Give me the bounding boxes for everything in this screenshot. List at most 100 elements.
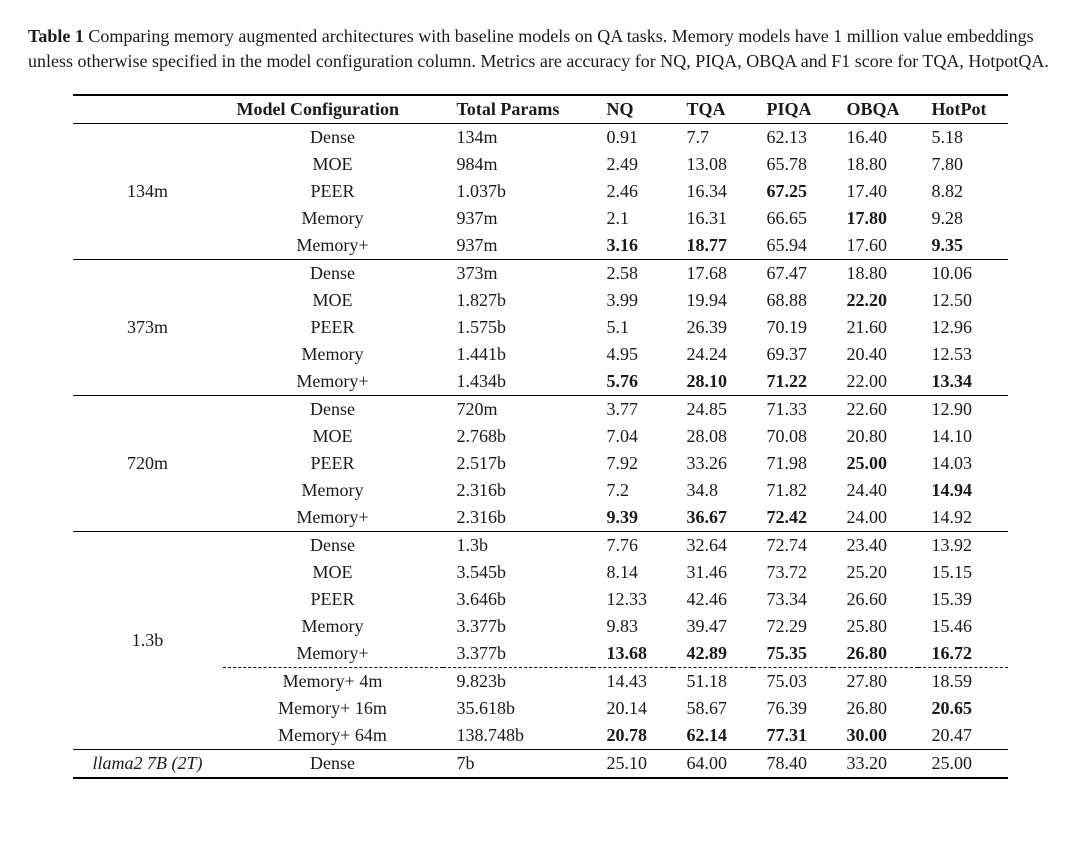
- cell-hotpot: 13.92: [918, 532, 1008, 560]
- cell-tqa: 62.14: [673, 722, 753, 750]
- cell-config: Dense: [223, 396, 443, 424]
- cell-hotpot: 7.80: [918, 151, 1008, 178]
- cell-piqa: 73.72: [753, 559, 833, 586]
- cell-hotpot: 8.82: [918, 178, 1008, 205]
- cell-config: Memory+: [223, 368, 443, 396]
- cell-config: Dense: [223, 532, 443, 560]
- cell-piqa: 76.39: [753, 695, 833, 722]
- cell-obqa: 30.00: [833, 722, 918, 750]
- cell-piqa: 73.34: [753, 586, 833, 613]
- cell-params: 1.827b: [443, 287, 593, 314]
- cell-hotpot: 12.53: [918, 341, 1008, 368]
- cell-params: 2.517b: [443, 450, 593, 477]
- cell-obqa: 22.00: [833, 368, 918, 396]
- table-row: 134mDense134m0.917.762.1316.405.18: [73, 124, 1008, 152]
- cell-params: 9.823b: [443, 668, 593, 696]
- cell-obqa: 17.80: [833, 205, 918, 232]
- cell-params: 35.618b: [443, 695, 593, 722]
- cell-config: MOE: [223, 423, 443, 450]
- cell-piqa: 69.37: [753, 341, 833, 368]
- cell-hotpot: 20.47: [918, 722, 1008, 750]
- cell-params: 984m: [443, 151, 593, 178]
- caption-memory-word: Memory: [672, 26, 734, 46]
- group-label: 373m: [73, 260, 223, 396]
- cell-config: MOE: [223, 151, 443, 178]
- cell-params: 373m: [443, 260, 593, 288]
- cell-nq: 5.76: [593, 368, 673, 396]
- cell-piqa: 77.31: [753, 722, 833, 750]
- cell-obqa: 22.60: [833, 396, 918, 424]
- cell-hotpot: 9.28: [918, 205, 1008, 232]
- cell-hotpot: 25.00: [918, 750, 1008, 779]
- cell-piqa: 71.22: [753, 368, 833, 396]
- cell-hotpot: 20.65: [918, 695, 1008, 722]
- cell-config: Memory+: [223, 232, 443, 260]
- table-body: 134mDense134m0.917.762.1316.405.18MOE984…: [73, 124, 1008, 779]
- cell-params: 3.646b: [443, 586, 593, 613]
- cell-nq: 7.76: [593, 532, 673, 560]
- cell-tqa: 42.89: [673, 640, 753, 668]
- cell-piqa: 65.94: [753, 232, 833, 260]
- cell-hotpot: 12.96: [918, 314, 1008, 341]
- cell-hotpot: 18.59: [918, 668, 1008, 696]
- cell-tqa: 58.67: [673, 695, 753, 722]
- cell-params: 2.316b: [443, 477, 593, 504]
- cell-nq: 9.39: [593, 504, 673, 532]
- cell-nq: 20.14: [593, 695, 673, 722]
- cell-config: Memory+: [223, 640, 443, 668]
- cell-nq: 3.77: [593, 396, 673, 424]
- cell-nq: 8.14: [593, 559, 673, 586]
- cell-obqa: 23.40: [833, 532, 918, 560]
- cell-obqa: 20.80: [833, 423, 918, 450]
- cell-piqa: 71.98: [753, 450, 833, 477]
- cell-config: Dense: [223, 260, 443, 288]
- cell-config: MOE: [223, 559, 443, 586]
- cell-params: 3.377b: [443, 613, 593, 640]
- cell-piqa: 78.40: [753, 750, 833, 779]
- cell-piqa: 75.35: [753, 640, 833, 668]
- cell-hotpot: 14.92: [918, 504, 1008, 532]
- cell-nq: 12.33: [593, 586, 673, 613]
- cell-hotpot: 12.50: [918, 287, 1008, 314]
- cell-config: MOE: [223, 287, 443, 314]
- cell-tqa: 18.77: [673, 232, 753, 260]
- cell-piqa: 67.47: [753, 260, 833, 288]
- cell-obqa: 20.40: [833, 341, 918, 368]
- cell-obqa: 26.80: [833, 695, 918, 722]
- cell-nq: 25.10: [593, 750, 673, 779]
- cell-nq: 3.99: [593, 287, 673, 314]
- cell-hotpot: 5.18: [918, 124, 1008, 152]
- cell-tqa: 24.24: [673, 341, 753, 368]
- table-row: 1.3bDense1.3b7.7632.6472.7423.4013.92: [73, 532, 1008, 560]
- cell-tqa: 16.34: [673, 178, 753, 205]
- cell-obqa: 33.20: [833, 750, 918, 779]
- cell-tqa: 36.67: [673, 504, 753, 532]
- cell-tqa: 33.26: [673, 450, 753, 477]
- col-hotpot: HotPot: [918, 95, 1008, 124]
- cell-hotpot: 14.94: [918, 477, 1008, 504]
- cell-nq: 14.43: [593, 668, 673, 696]
- cell-tqa: 19.94: [673, 287, 753, 314]
- cell-piqa: 72.29: [753, 613, 833, 640]
- col-model-config: Model Configuration: [223, 95, 443, 124]
- cell-nq: 9.83: [593, 613, 673, 640]
- cell-hotpot: 15.39: [918, 586, 1008, 613]
- cell-hotpot: 14.10: [918, 423, 1008, 450]
- cell-tqa: 28.10: [673, 368, 753, 396]
- cell-tqa: 17.68: [673, 260, 753, 288]
- cell-params: 937m: [443, 205, 593, 232]
- cell-piqa: 62.13: [753, 124, 833, 152]
- caption-label: Table 1: [28, 26, 84, 46]
- header-row: Model Configuration Total Params NQ TQA …: [73, 95, 1008, 124]
- cell-hotpot: 15.46: [918, 613, 1008, 640]
- group-label: llama2 7B (2T): [73, 750, 223, 779]
- cell-config: Memory+ 64m: [223, 722, 443, 750]
- cell-tqa: 7.7: [673, 124, 753, 152]
- cell-hotpot: 12.90: [918, 396, 1008, 424]
- col-obqa: OBQA: [833, 95, 918, 124]
- cell-nq: 5.1: [593, 314, 673, 341]
- cell-params: 1.441b: [443, 341, 593, 368]
- cell-obqa: 26.80: [833, 640, 918, 668]
- cell-nq: 0.91: [593, 124, 673, 152]
- cell-config: Memory: [223, 613, 443, 640]
